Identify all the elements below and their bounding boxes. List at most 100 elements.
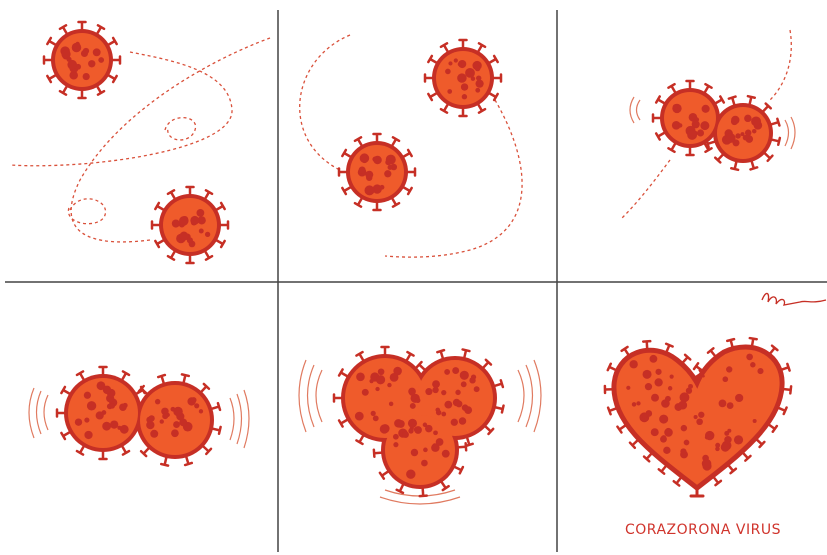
virus-dot bbox=[179, 231, 189, 241]
virus-dot bbox=[409, 403, 416, 409]
virus-dot bbox=[110, 420, 119, 429]
virus-dot bbox=[379, 184, 385, 190]
trail bbox=[164, 117, 197, 141]
virus-dot bbox=[626, 385, 631, 390]
virus-dot bbox=[654, 378, 663, 387]
trail bbox=[67, 198, 107, 225]
virus-dot bbox=[190, 215, 200, 225]
virus-dot bbox=[435, 407, 441, 413]
spike-cap bbox=[500, 404, 505, 414]
spike bbox=[726, 463, 735, 472]
virus-dot bbox=[644, 383, 653, 391]
virus-dot bbox=[385, 159, 392, 166]
virus-dot bbox=[461, 94, 468, 100]
virus-dot bbox=[423, 447, 428, 453]
spike-cap bbox=[749, 166, 759, 171]
virus-dot bbox=[727, 428, 732, 433]
spike-cap bbox=[337, 419, 344, 428]
spike-cap bbox=[654, 95, 661, 104]
spike-cap bbox=[75, 370, 85, 377]
spike-cap bbox=[205, 447, 213, 456]
virus-dot bbox=[444, 400, 453, 409]
virus-dot bbox=[372, 415, 379, 422]
spike-cap bbox=[714, 479, 723, 487]
spike-cap bbox=[719, 95, 726, 104]
virus-dot bbox=[445, 68, 451, 75]
spike-cap bbox=[219, 201, 226, 211]
spike-cap bbox=[782, 406, 788, 416]
virus-dot bbox=[69, 70, 78, 80]
spike-cap bbox=[60, 431, 67, 441]
virus-dot bbox=[733, 435, 744, 445]
virus bbox=[55, 365, 222, 467]
spike-cap bbox=[492, 92, 499, 102]
motion-line bbox=[517, 369, 525, 423]
virus-dot bbox=[372, 184, 382, 194]
spike-cap bbox=[406, 148, 413, 158]
virus-dot bbox=[171, 219, 180, 228]
spike-cap bbox=[415, 360, 423, 369]
virus-dot bbox=[364, 185, 375, 196]
spike-cap bbox=[427, 54, 434, 64]
virus-dot bbox=[421, 459, 428, 467]
virus-dot bbox=[750, 362, 756, 368]
spike-cap bbox=[378, 471, 386, 480]
motion-line bbox=[243, 389, 250, 449]
spike-cap bbox=[642, 455, 651, 463]
virus-dot bbox=[746, 353, 753, 361]
virus-dot bbox=[469, 377, 476, 384]
spike bbox=[711, 475, 720, 484]
virus-dot bbox=[447, 89, 453, 94]
virus-dot bbox=[664, 395, 671, 402]
virus-dot bbox=[735, 393, 744, 403]
spike-cap bbox=[341, 148, 348, 158]
virus-dot bbox=[170, 406, 176, 412]
motion-line bbox=[379, 496, 461, 505]
virus-dot bbox=[61, 49, 71, 59]
virus-dot bbox=[687, 130, 698, 140]
trail bbox=[769, 29, 792, 101]
virus bbox=[42, 20, 122, 100]
virus-dot bbox=[409, 390, 415, 396]
virus-dot bbox=[84, 430, 93, 440]
spike-cap bbox=[159, 462, 170, 467]
virus-dot bbox=[358, 166, 366, 174]
spike-cap bbox=[75, 449, 85, 456]
virus-dot bbox=[161, 407, 169, 416]
spike-cap bbox=[353, 136, 363, 143]
virus-dot bbox=[731, 115, 740, 125]
virus-dot bbox=[663, 446, 671, 454]
spike-cap bbox=[492, 54, 499, 64]
spike-cap bbox=[487, 427, 495, 436]
spike-cap bbox=[395, 488, 405, 495]
virus-dot bbox=[751, 116, 762, 127]
spike-cap bbox=[664, 342, 674, 348]
virus-dot bbox=[452, 367, 460, 375]
virus bbox=[337, 132, 417, 212]
spike-cap bbox=[58, 24, 68, 31]
spike bbox=[754, 437, 763, 446]
virus-dot bbox=[102, 385, 112, 395]
spike-cap bbox=[58, 89, 68, 96]
virus-dot bbox=[448, 61, 453, 66]
spike bbox=[740, 450, 749, 460]
virus-dot bbox=[450, 418, 458, 426]
virus-dot bbox=[715, 446, 720, 452]
virus-dot bbox=[455, 400, 463, 408]
virus-body bbox=[55, 33, 109, 87]
spike-cap bbox=[789, 385, 793, 395]
spike bbox=[631, 438, 640, 447]
virus-dot bbox=[361, 388, 369, 396]
virus-dot bbox=[425, 388, 433, 396]
virus-dot bbox=[84, 417, 90, 423]
virus-dot bbox=[392, 433, 399, 440]
spike-cap bbox=[391, 136, 401, 143]
spike-cap bbox=[764, 102, 773, 110]
virus-dot bbox=[162, 413, 169, 420]
virus-dot bbox=[204, 231, 211, 238]
virus-dot bbox=[402, 431, 409, 438]
virus-dot bbox=[441, 411, 447, 417]
virus-dot bbox=[86, 401, 97, 411]
virus-dot bbox=[642, 369, 652, 379]
virus-dot bbox=[725, 133, 736, 143]
